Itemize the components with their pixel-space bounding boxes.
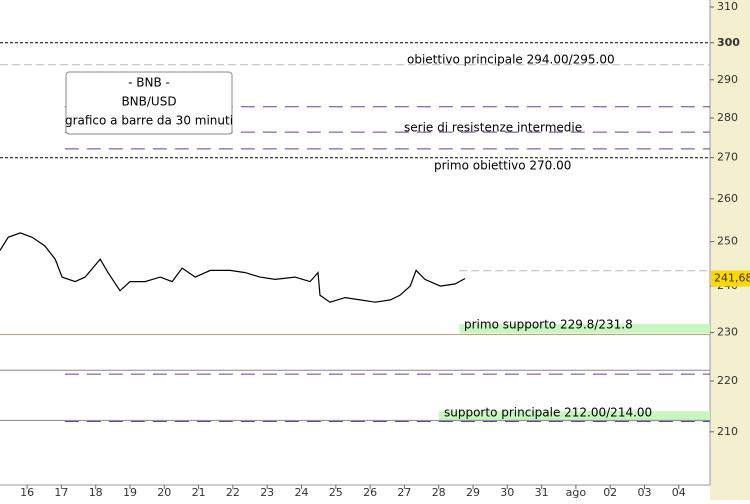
x-tick-label: 21 [192, 486, 206, 499]
y-tick-label: 310 [717, 0, 738, 13]
y-tick-label: 260 [717, 192, 738, 205]
legend-text: grafico a barre da 30 minuti [65, 114, 233, 128]
y-tick-label: 290 [717, 73, 738, 86]
last-price-label: 241,68 [714, 272, 750, 285]
axes: 210220230240250260270280290300310241,681… [20, 0, 750, 499]
annotation: primo supporto 229.8/231.8 [464, 318, 633, 332]
support-band [438, 411, 710, 422]
y-tick-label: 300 [717, 36, 740, 49]
x-tick-label: 25 [329, 486, 343, 499]
x-tick-label: 23 [260, 486, 274, 499]
last-price-box [711, 270, 750, 287]
y-tick-label: 230 [717, 326, 738, 339]
y-tick-label: 250 [717, 235, 738, 248]
y-tick-label: 280 [717, 111, 738, 124]
legend-box [65, 71, 233, 135]
price-line [0, 232, 466, 303]
support-band [459, 324, 710, 334]
x-tick-label: 19 [123, 486, 137, 499]
y-tick-label: 270 [717, 151, 738, 164]
x-tick-label: 30 [500, 486, 514, 499]
x-tick-label: 04 [672, 486, 686, 499]
x-tick-label: 31 [535, 486, 549, 499]
x-tick-label: 28 [432, 486, 446, 499]
x-tick-label: 22 [226, 486, 240, 499]
plot: obiettivo principale 294.00/295.00 serie … [0, 42, 710, 422]
x-tick-label: ago [566, 486, 587, 499]
x-tick-label: 16 [20, 486, 34, 499]
annotation: primo obiettivo 270.00 [434, 159, 571, 173]
x-tick-label: 29 [466, 486, 480, 499]
annotation: serie di resistenze intermedie [404, 121, 582, 135]
x-tick-label: 02 [603, 486, 617, 499]
axis-panel [710, 0, 750, 500]
legend: - BNB - BNB/USD grafico a barre da 30 minu… [65, 71, 233, 135]
x-tick-label: 18 [89, 486, 103, 499]
x-tick-label: 03 [637, 486, 651, 499]
annotation: obiettivo principale 294.00/295.00 [407, 53, 615, 67]
legend-text: - BNB - [128, 76, 170, 90]
y-tick-label: 210 [717, 425, 738, 438]
annotation: supporto principale 212.00/214.00 [444, 406, 652, 420]
x-tick-label: 20 [157, 486, 171, 499]
x-tick-label: 26 [363, 486, 377, 499]
legend-text: BNB/USD [121, 95, 176, 109]
x-tick-label: 24 [294, 486, 308, 499]
x-tick-label: 17 [54, 486, 68, 499]
y-tick-label: 220 [717, 374, 738, 387]
x-tick-label: 27 [397, 486, 411, 499]
